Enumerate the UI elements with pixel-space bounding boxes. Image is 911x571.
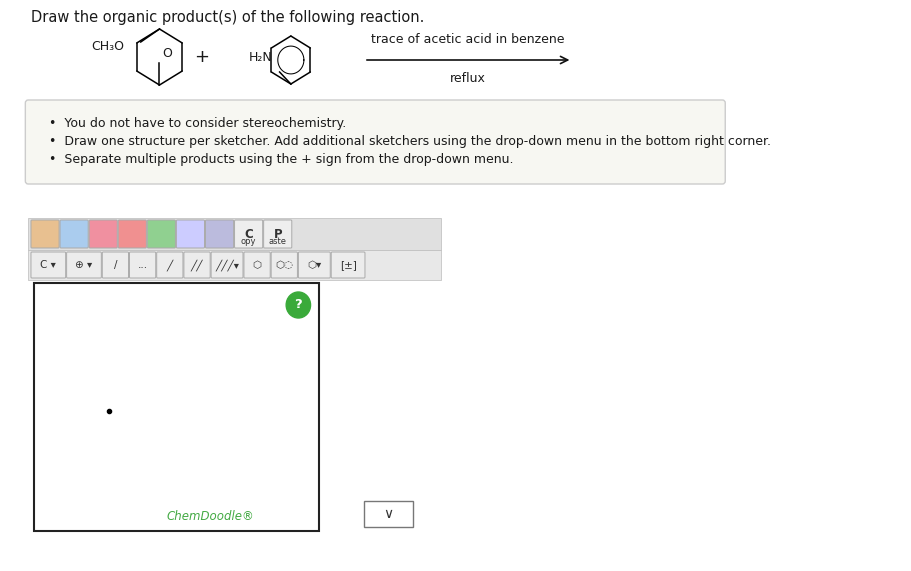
FancyBboxPatch shape: [67, 252, 101, 278]
FancyBboxPatch shape: [148, 220, 176, 248]
Text: ...: ...: [138, 260, 148, 270]
Bar: [364, 501, 413, 527]
FancyBboxPatch shape: [184, 252, 210, 278]
Text: P: P: [273, 228, 282, 241]
Text: +: +: [194, 48, 210, 66]
FancyBboxPatch shape: [157, 252, 183, 278]
Bar: [34, 283, 319, 531]
FancyBboxPatch shape: [89, 220, 118, 248]
FancyBboxPatch shape: [299, 252, 331, 278]
Bar: [28, 250, 441, 280]
FancyBboxPatch shape: [332, 252, 365, 278]
FancyBboxPatch shape: [244, 252, 271, 278]
Text: •  Separate multiple products using the + sign from the drop-down menu.: • Separate multiple products using the +…: [49, 153, 513, 166]
Text: O: O: [162, 47, 172, 60]
Text: ╱╱: ╱╱: [190, 259, 203, 271]
Text: ⬡▾: ⬡▾: [307, 260, 322, 270]
Text: Draw the organic product(s) of the following reaction.: Draw the organic product(s) of the follo…: [31, 10, 425, 25]
Text: trace of acetic acid in benzene: trace of acetic acid in benzene: [372, 33, 565, 46]
Text: •  Draw one structure per sketcher. Add additional sketchers using the drop-down: • Draw one structure per sketcher. Add a…: [49, 135, 771, 148]
Text: [±]: [±]: [340, 260, 356, 270]
Text: ChemDoodle®: ChemDoodle®: [167, 510, 254, 523]
FancyBboxPatch shape: [211, 252, 243, 278]
Text: reflux: reflux: [450, 72, 486, 85]
Text: ⊕ ▾: ⊕ ▾: [76, 260, 93, 270]
Text: ?: ?: [294, 299, 302, 312]
Text: /: /: [114, 260, 118, 270]
Text: ⬡: ⬡: [252, 260, 261, 270]
Text: opy: opy: [241, 237, 256, 246]
FancyBboxPatch shape: [31, 220, 59, 248]
Bar: [28, 218, 441, 250]
Text: H₂N: H₂N: [249, 51, 272, 64]
FancyBboxPatch shape: [118, 220, 147, 248]
FancyBboxPatch shape: [102, 252, 128, 278]
FancyBboxPatch shape: [206, 220, 233, 248]
Text: ╱: ╱: [167, 259, 173, 271]
Text: ⬡◌: ⬡◌: [275, 260, 293, 270]
FancyBboxPatch shape: [271, 252, 297, 278]
Text: •  You do not have to consider stereochemistry.: • You do not have to consider stereochem…: [49, 117, 346, 130]
Text: ╱╱╱▾: ╱╱╱▾: [215, 259, 239, 271]
FancyBboxPatch shape: [60, 220, 88, 248]
FancyBboxPatch shape: [31, 252, 66, 278]
FancyBboxPatch shape: [129, 252, 156, 278]
Text: C ▾: C ▾: [40, 260, 56, 270]
FancyBboxPatch shape: [26, 100, 725, 184]
FancyBboxPatch shape: [263, 220, 292, 248]
Text: ∨: ∨: [384, 507, 394, 521]
Text: aste: aste: [269, 237, 287, 246]
Text: CH₃O: CH₃O: [91, 41, 124, 54]
FancyBboxPatch shape: [177, 220, 205, 248]
FancyBboxPatch shape: [234, 220, 262, 248]
Text: C: C: [244, 228, 253, 241]
Circle shape: [286, 292, 311, 318]
